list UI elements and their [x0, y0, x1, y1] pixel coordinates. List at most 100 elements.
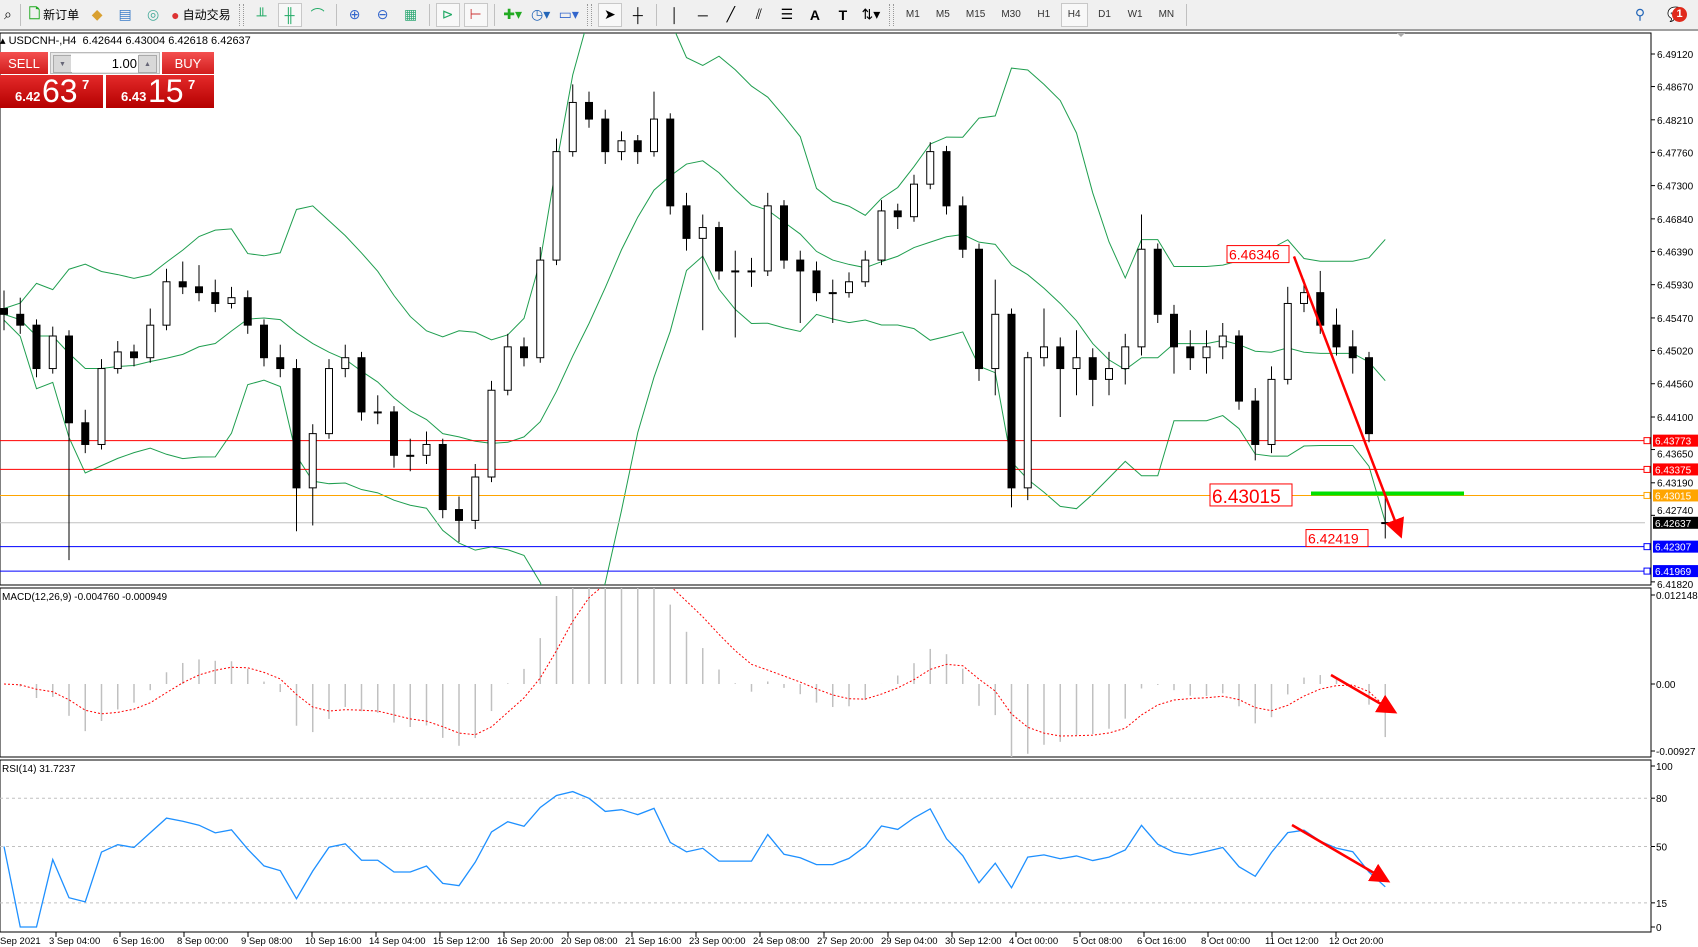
candle-body — [633, 140, 642, 153]
candle-body — [617, 140, 626, 153]
candle-body — [926, 151, 935, 185]
bollinger-upper-band — [3, 33, 1386, 341]
lot-decrease-button[interactable]: ▼ — [53, 55, 72, 73]
time-label: 23 Sep 00:00 — [689, 936, 746, 947]
candle-body — [828, 292, 837, 295]
lot-increase-button[interactable]: ▲ — [138, 55, 157, 73]
candle-body — [178, 281, 187, 288]
annotation-box — [1226, 245, 1290, 264]
line-chart-icon[interactable]: ⌒ — [310, 6, 325, 23]
candle — [503, 333, 512, 396]
auto-trading-button[interactable]: ● 自动交易 — [169, 3, 232, 27]
candle-body — [1235, 335, 1243, 402]
annotation-box — [1209, 483, 1293, 507]
candle-body — [422, 443, 431, 456]
candle-body — [1137, 248, 1146, 348]
price-level-badge — [1653, 434, 1698, 447]
sell-price-button[interactable]: 6.42 63 7 — [0, 73, 103, 109]
arrows-icon[interactable]: ⇅▾ — [861, 6, 881, 22]
candle-body — [113, 351, 122, 370]
candle — [48, 326, 57, 374]
candle — [796, 250, 805, 323]
candle-body — [1072, 357, 1081, 370]
bar-chart-icon[interactable]: ╨ — [256, 6, 267, 23]
candle — [1235, 330, 1243, 410]
sell-button[interactable]: SELL — [0, 52, 48, 74]
candle — [666, 113, 675, 215]
periods-clock-icon[interactable]: ◷▾ — [530, 6, 551, 22]
candle — [455, 496, 463, 543]
candle-body — [146, 324, 155, 359]
candle — [520, 337, 528, 367]
notifications-icon[interactable]: 💬1 — [1656, 3, 1696, 27]
price-annotation: 6.43015 — [1212, 487, 1281, 508]
timeframe-mn[interactable]: MN — [1158, 9, 1175, 20]
auto-scroll-icon[interactable]: ⊳ — [435, 2, 460, 27]
time-label: 8 Oct 00:00 — [1201, 936, 1250, 947]
candle — [682, 192, 691, 251]
candle-body — [195, 286, 203, 294]
candle-body — [390, 411, 398, 456]
candlestick-chart-icon[interactable]: ╫ — [277, 2, 302, 27]
text-label-icon[interactable]: T — [838, 6, 848, 23]
candle — [991, 279, 1000, 396]
buy-price-button[interactable]: 6.43 15 7 — [106, 73, 214, 109]
candle-body — [16, 313, 25, 326]
candle — [861, 250, 870, 287]
tile-windows-icon[interactable]: ▦ — [403, 6, 418, 22]
navigator-icon[interactable]: ▤ — [118, 6, 132, 22]
candle — [422, 431, 431, 464]
timeframe-d1[interactable]: D1 — [1098, 9, 1111, 20]
candle-body — [1332, 324, 1341, 348]
crosshair-icon[interactable]: ┼ — [632, 6, 643, 23]
candle-body — [552, 151, 561, 261]
candle — [308, 424, 317, 526]
candle — [731, 250, 740, 338]
sell-price-pips: 63 — [42, 73, 78, 109]
candle-body — [975, 248, 983, 370]
candle — [243, 290, 252, 334]
zoom-out-icon[interactable]: ⊖ — [376, 6, 389, 22]
timeframe-m1[interactable]: M1 — [905, 9, 920, 20]
timeframe-w1[interactable]: W1 — [1127, 9, 1143, 20]
buy-price-prefix: 6.43 — [121, 89, 147, 104]
search-icon[interactable]: ⚲ — [1634, 6, 1646, 22]
timeframe-m15[interactable]: M15 — [965, 9, 986, 20]
candle — [601, 109, 610, 164]
horizontal-line-icon[interactable]: ─ — [697, 6, 708, 23]
trendline-icon[interactable]: ╱ — [726, 6, 736, 22]
candle-body — [682, 205, 691, 239]
new-order-button[interactable]: 🗋 新订单 — [27, 3, 81, 27]
zoom-icon-partial[interactable]: ⌕ — [4, 6, 12, 22]
candle-body — [893, 210, 902, 218]
templates-icon[interactable]: ▭▾ — [558, 6, 579, 22]
lot-size-input[interactable] — [71, 54, 139, 72]
timeframe-m5[interactable]: M5 — [935, 9, 950, 20]
chart-shift-icon[interactable]: ⊢ — [463, 2, 488, 27]
timeframe-h1[interactable]: H1 — [1037, 9, 1051, 20]
timeframe-m30[interactable]: M30 — [1001, 9, 1021, 20]
market-watch-icon[interactable]: ◆ — [91, 6, 103, 22]
equidistant-channel-icon[interactable]: ⫽ — [755, 6, 762, 22]
text-icon[interactable]: A — [809, 6, 820, 23]
candle-body — [1267, 378, 1276, 445]
candle-body — [308, 433, 317, 489]
cursor-icon[interactable]: ➤ — [597, 2, 622, 27]
zoom-in-icon[interactable]: ⊕ — [348, 6, 361, 22]
vertical-line-icon[interactable]: │ — [670, 6, 680, 23]
candle — [195, 265, 203, 302]
time-label: 27 Sep 20:00 — [817, 936, 874, 947]
toolbar-grip — [888, 3, 894, 26]
toolbar-separator — [428, 3, 430, 26]
buy-button[interactable]: BUY — [162, 52, 214, 74]
fibonacci-icon[interactable]: ☰ — [780, 6, 794, 22]
candle — [1365, 351, 1373, 443]
signals-icon[interactable]: ◎ — [147, 6, 160, 22]
timeframe-h4[interactable]: H4 — [1060, 2, 1088, 27]
price-tick-label: 6.48670 — [1657, 83, 1694, 94]
indicators-icon[interactable]: ✚▾ — [503, 6, 522, 22]
candle — [130, 344, 138, 367]
notification-badge: 1 — [1672, 6, 1687, 22]
price-annotation: 6.42419 — [1308, 531, 1359, 547]
